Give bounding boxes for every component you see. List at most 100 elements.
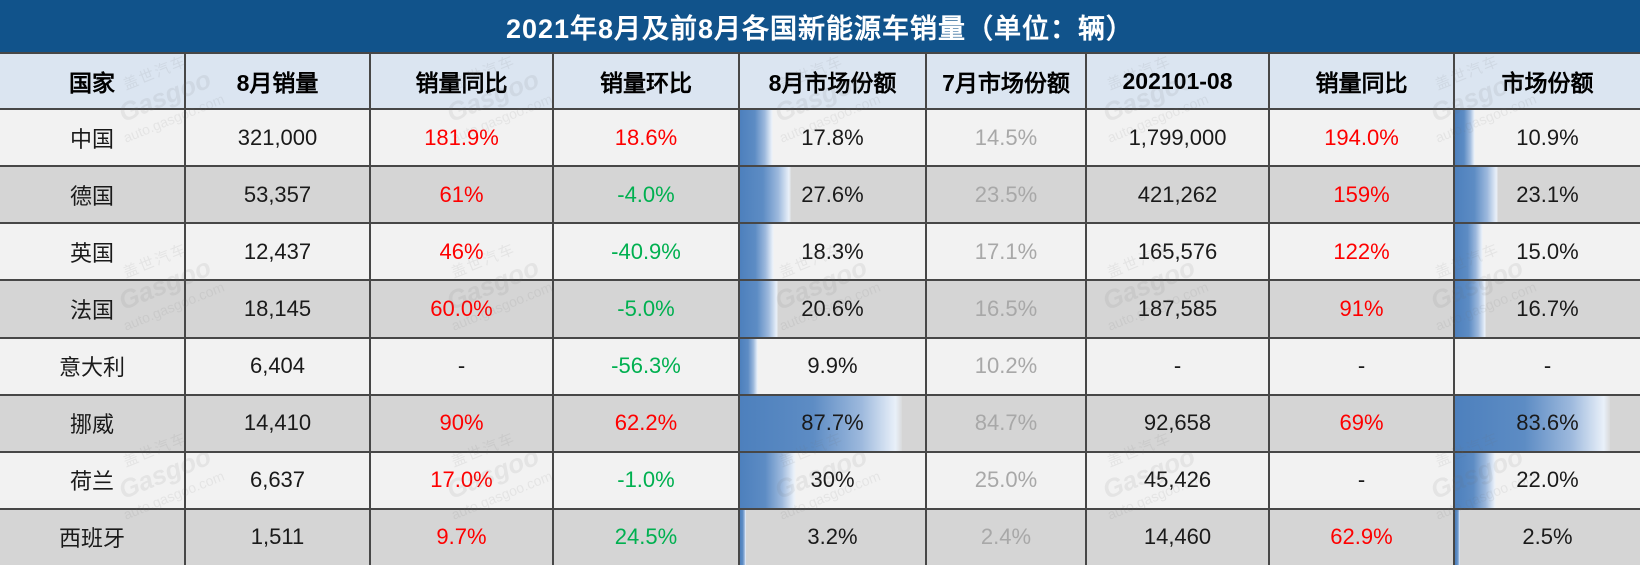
aug-share-databar: [740, 281, 779, 337]
mom-cell: -1.0%: [554, 452, 740, 508]
jul-share-cell: 17.1%: [927, 224, 1087, 280]
header-ytd-share: 市场份额: [1501, 70, 1594, 96]
aug-share-value: 9.9%: [807, 353, 858, 379]
aug-share-cell: 17.8%: [740, 110, 927, 166]
ytd-share-value: 10.9%: [1516, 124, 1579, 150]
aug-sales-cell: 321,000: [186, 110, 371, 166]
country-cell: 意大利: [0, 338, 186, 394]
ytd-share-value: 2.5%: [1522, 524, 1573, 550]
ytd-share-value: 22.0%: [1516, 467, 1579, 493]
ytd-share-databar: [1455, 452, 1496, 508]
mom-cell: -56.3%: [554, 338, 740, 394]
ytd-sales-cell: 14,460: [1087, 509, 1270, 565]
header-aug-share: 8月市场份额: [740, 54, 927, 108]
aug-share-databar: [740, 509, 746, 565]
ytd-share-cell: -: [1455, 339, 1640, 394]
table-row-spain: 西班牙 1,511 9.7% 24.5% 3.2% 2.4% 14,460 62…: [0, 507, 1640, 565]
yoy-cell: 60.0%: [371, 281, 554, 337]
ytd-yoy-cell: -: [1270, 338, 1455, 394]
aug-sales-cell: 6,637: [186, 452, 371, 508]
aug-share-databar: [740, 167, 792, 223]
ytd-share-databar: [1455, 509, 1460, 565]
ytd-share-databar: [1455, 110, 1476, 166]
country-cell: 中国: [0, 110, 186, 166]
table-row-uk: 英国 12,437 46% -40.9% 18.3% 17.1% 165,576…: [0, 222, 1640, 280]
jul-share-cell: 14.5%: [927, 110, 1087, 166]
aug-share-cell: 9.9%: [740, 338, 927, 394]
ytd-share-cell: 22.0%: [1455, 452, 1640, 508]
ytd-sales-cell: 45,426: [1087, 452, 1270, 508]
jul-share-cell: 84.7%: [927, 395, 1087, 451]
aug-share-databar: [740, 395, 903, 451]
ytd-share-cell: 16.7%: [1455, 281, 1640, 337]
ytd-yoy-cell: -: [1270, 452, 1455, 508]
ytd-share-value: 83.6%: [1516, 410, 1579, 436]
jul-share-cell: 23.5%: [927, 167, 1087, 223]
ytd-share-value: -: [1543, 353, 1552, 379]
ytd-yoy-cell: 122%: [1270, 224, 1455, 280]
header-aug-sales: 8月销量: [186, 54, 371, 108]
aug-share-value: 18.3%: [801, 238, 864, 264]
ytd-share-databar: [1455, 224, 1483, 280]
header-country: 国家: [0, 54, 186, 108]
aug-share-value: 17.8%: [801, 124, 864, 150]
ytd-share-cell: 23.1%: [1455, 167, 1640, 223]
aug-sales-cell: 12,437: [186, 224, 371, 280]
ytd-sales-cell: 165,576: [1087, 224, 1270, 280]
table-row-france: 法国 18,145 60.0% -5.0% 20.6% 16.5% 187,58…: [0, 279, 1640, 337]
table-header-row: 国家 8月销量 销量同比 销量环比 8月市场份额 7月市场份额 202101-0…: [0, 52, 1640, 108]
yoy-cell: 9.7%: [371, 509, 554, 565]
table-title: 2021年8月及前8月各国新能源车销量（单位：辆）: [0, 0, 1640, 52]
table-row-germany: 德国 53,357 61% -4.0% 27.6% 23.5% 421,262 …: [0, 165, 1640, 223]
mom-cell: -40.9%: [554, 224, 740, 280]
country-cell: 法国: [0, 281, 186, 337]
aug-share-cell: 20.6%: [740, 281, 927, 337]
ytd-sales-cell: 421,262: [1087, 167, 1270, 223]
country-cell: 荷兰: [0, 452, 186, 508]
ytd-share-value: 23.1%: [1516, 181, 1579, 207]
table-row-netherlands: 荷兰 6,637 17.0% -1.0% 30% 25.0% 45,426 - …: [0, 450, 1640, 508]
ytd-share-value: 16.7%: [1516, 295, 1579, 321]
ytd-share-databar: [1455, 281, 1486, 337]
aug-share-databar: [740, 452, 796, 508]
mom-cell: -5.0%: [554, 281, 740, 337]
mom-cell: 24.5%: [554, 509, 740, 565]
jul-share-cell: 10.2%: [927, 338, 1087, 394]
aug-share-value: 87.7%: [801, 410, 864, 436]
ytd-share-databar: [1455, 167, 1498, 223]
jul-share-cell: 2.4%: [927, 509, 1087, 565]
ytd-sales-cell: 187,585: [1087, 281, 1270, 337]
ytd-share-value: 15.0%: [1516, 238, 1579, 264]
yoy-cell: 17.0%: [371, 452, 554, 508]
aug-share-value: 27.6%: [801, 181, 864, 207]
aug-sales-cell: 53,357: [186, 167, 371, 223]
ytd-yoy-cell: 159%: [1270, 167, 1455, 223]
ytd-share-databar: [1455, 395, 1610, 451]
aug-share-databar: [740, 338, 759, 394]
table-row-china: 中国 321,000 181.9% 18.6% 17.8% 14.5% 1,79…: [0, 108, 1640, 166]
country-cell: 英国: [0, 224, 186, 280]
jul-share-cell: 25.0%: [927, 452, 1087, 508]
ytd-yoy-cell: 62.9%: [1270, 509, 1455, 565]
ytd-share-cell: 15.0%: [1455, 224, 1640, 280]
ytd-share-cell: 83.6%: [1455, 395, 1640, 451]
table-row-italy: 意大利 6,404 - -56.3% 9.9% 10.2% - - -: [0, 336, 1640, 394]
ytd-sales-cell: 92,658: [1087, 395, 1270, 451]
country-cell: 西班牙: [0, 509, 186, 565]
header-yoy: 销量同比: [371, 54, 554, 108]
aug-share-cell: 87.7%: [740, 395, 927, 451]
ytd-yoy-cell: 69%: [1270, 395, 1455, 451]
aug-share-value: 3.2%: [807, 524, 858, 550]
aug-share-cell: 18.3%: [740, 224, 927, 280]
yoy-cell: 46%: [371, 224, 554, 280]
mom-cell: 62.2%: [554, 395, 740, 451]
header-jul-share: 7月市场份额: [927, 54, 1087, 108]
yoy-cell: -: [371, 338, 554, 394]
header-mom: 销量环比: [554, 54, 740, 108]
aug-share-cell: 3.2%: [740, 509, 927, 565]
mom-cell: 18.6%: [554, 110, 740, 166]
ytd-sales-cell: -: [1087, 338, 1270, 394]
jul-share-cell: 16.5%: [927, 281, 1087, 337]
country-cell: 挪威: [0, 395, 186, 451]
